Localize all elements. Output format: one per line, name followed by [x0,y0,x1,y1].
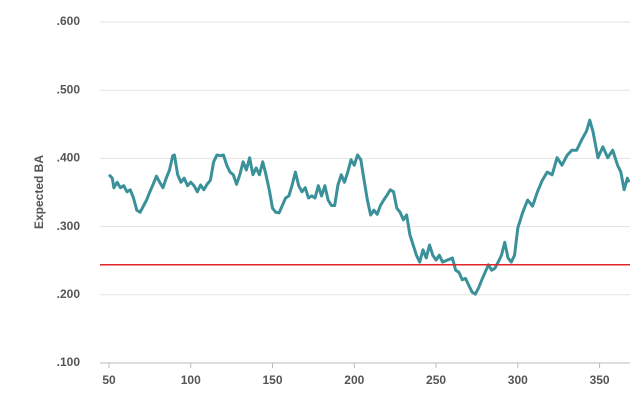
x-tick-label: 200 [344,373,364,387]
y-tick-label: .600 [57,14,81,28]
y-axis-label: Expected BA [32,155,46,229]
x-tick-label: 50 [102,373,116,387]
x-tick-label: 350 [590,373,610,387]
data-line [107,118,630,296]
y-tick-label: .500 [57,82,81,96]
y-tick-label: .100 [57,355,81,369]
x-tick-label: 250 [426,373,446,387]
x-tick-label: 100 [181,373,201,387]
y-tick-label: .400 [57,151,81,165]
x-tick-label: 300 [508,373,528,387]
x-tick-label: 150 [263,373,283,387]
y-tick-label: .200 [57,287,81,301]
y-tick-label: .300 [57,219,81,233]
